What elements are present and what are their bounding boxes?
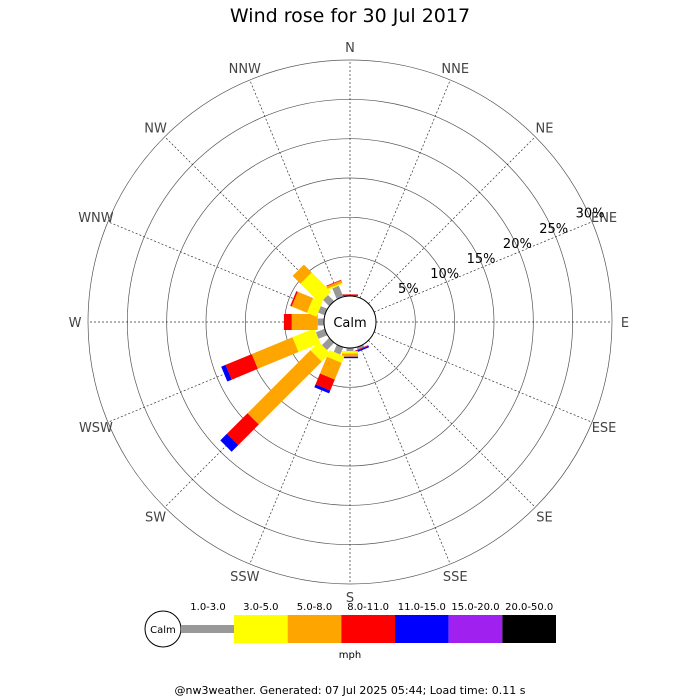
footer-text: @nw3weather. Generated: 07 Jul 2025 05:4… [174, 684, 526, 697]
bar-w-bin-2 [291, 314, 318, 330]
legend-calm-label: Calm [150, 625, 176, 636]
spoke-line [359, 79, 451, 299]
bar-wsw-bin-0 [315, 328, 328, 339]
legend: Calm mph 1.0-3.0 3.0-5.0 5.0-8.0 8.0-11.0 11… [144, 602, 556, 661]
direction-label-ne: NE [535, 122, 553, 137]
spoke-line [373, 331, 593, 423]
direction-label-ese: ESE [592, 421, 617, 436]
bar-wnw-bin-0 [318, 306, 328, 316]
chart-title: Wind rose for 30 Jul 2017 [229, 5, 471, 27]
legend-bin-label: 5.0-8.0 [297, 602, 332, 613]
spoke-line [368, 340, 536, 508]
direction-label-wsw: WSW [79, 421, 113, 436]
bar-s-bin-1 [342, 351, 358, 354]
legend-unit-label: mph [339, 650, 361, 661]
legend-bin-label: 3.0-5.0 [243, 602, 278, 613]
bar-w-bin-3 [283, 314, 292, 330]
grid-circle [244, 216, 456, 428]
bar-wnw-bin-1 [306, 298, 323, 317]
bars-layer [220, 264, 370, 452]
spoke-line [249, 79, 341, 299]
direction-label-sw: SW [145, 510, 166, 525]
bar-s-bin-0 [346, 348, 354, 352]
bar-wnw-bin-2 [291, 291, 314, 313]
bar-wsw-bin-1 [292, 328, 321, 352]
radial-tick-label: 15% [467, 252, 496, 267]
bar-sw-bin-0 [321, 337, 335, 351]
bar-wnw-bin-3 [290, 291, 298, 307]
bar-nnw-bin-1 [327, 282, 343, 291]
grid-circle [87, 59, 613, 585]
legend-bin-label: 20.0-50.0 [505, 602, 553, 613]
legend-bin-label: 11.0-15.0 [398, 602, 446, 613]
legend-swatch-5 [448, 615, 503, 643]
bar-sw-bin-4 [220, 433, 239, 452]
direction-label-wnw: WNW [78, 211, 114, 226]
direction-label-n: N [345, 41, 355, 56]
bar-ssw-bin-2 [320, 356, 342, 380]
direction-label-e: E [621, 316, 629, 331]
bar-wsw-bin-4 [221, 364, 232, 382]
spoke-line [373, 221, 593, 313]
bar-w-bin-0 [317, 318, 324, 326]
bar-n-bin-3 [342, 294, 358, 296]
radial-tick-label: 10% [430, 267, 459, 282]
spoke-line [249, 345, 341, 565]
calm-label: Calm [333, 316, 366, 331]
bar-nw-bin-1 [300, 272, 332, 304]
direction-label-se: SE [536, 510, 552, 525]
bar-sw-bin-2 [247, 350, 322, 425]
direction-label-nw: NW [144, 122, 167, 137]
legend-swatch-3 [341, 615, 395, 643]
spoke-line [359, 345, 451, 565]
direction-label-s: S [346, 591, 354, 606]
legend-swatch-6 [502, 615, 556, 643]
bar-ssw-bin-0 [333, 344, 344, 355]
labels-layer: N NNE NE ENE E ESE SE SSE S SSW SW WSW W WNW NW NNW 5% 10… [69, 41, 630, 606]
direction-label-w: W [69, 316, 82, 331]
calm-layer: Calm [323, 295, 377, 349]
bar-ssw-bin-1 [326, 350, 345, 363]
legend-swatch-0 [181, 625, 234, 633]
legend-swatch-1 [234, 615, 288, 643]
legend-swatch-2 [287, 615, 342, 643]
spoke-line [107, 331, 327, 423]
bar-nnw-bin-2 [326, 280, 343, 289]
legend-bin-label: 8.0-11.0 [347, 602, 389, 613]
radial-tick-label: 25% [539, 222, 568, 237]
legend-bin-label: 1.0-3.0 [190, 602, 225, 613]
direction-label-sse: SSE [443, 570, 468, 585]
direction-label-ene: ENE [591, 211, 617, 226]
bar-nnw-bin-0 [332, 285, 344, 300]
bar-sw-bin-1 [310, 342, 330, 362]
spoke-line [107, 221, 327, 313]
legend-swatch-4 [395, 615, 449, 643]
spoke-line [368, 136, 536, 304]
bar-sw-bin-3 [226, 413, 259, 446]
bar-s-bin-4 [342, 356, 358, 359]
direction-label-nnw: NNW [229, 62, 261, 77]
radial-tick-label: 30% [576, 207, 605, 222]
bar-sse-bin-0 [356, 344, 365, 350]
bar-ssw-bin-3 [315, 373, 335, 391]
bar-nnw-bin-3 [326, 279, 342, 287]
bar-sse-bin-3 [353, 345, 369, 352]
bar-s-bin-2 [342, 353, 358, 357]
legend-bin-label: 15.0-20.0 [451, 602, 499, 613]
calm-circle [323, 295, 377, 349]
bar-wsw-bin-2 [251, 337, 299, 369]
radial-tick-label: 5% [398, 282, 419, 297]
bar-wsw-bin-3 [225, 354, 258, 380]
spoke-line [164, 136, 332, 304]
direction-label-ssw: SSW [230, 570, 260, 585]
direction-label-nne: NNE [441, 62, 469, 77]
radial-tick-label: 20% [503, 237, 532, 252]
bar-ssw-bin-4 [314, 384, 331, 394]
bar-nw-bin-2 [292, 264, 312, 284]
